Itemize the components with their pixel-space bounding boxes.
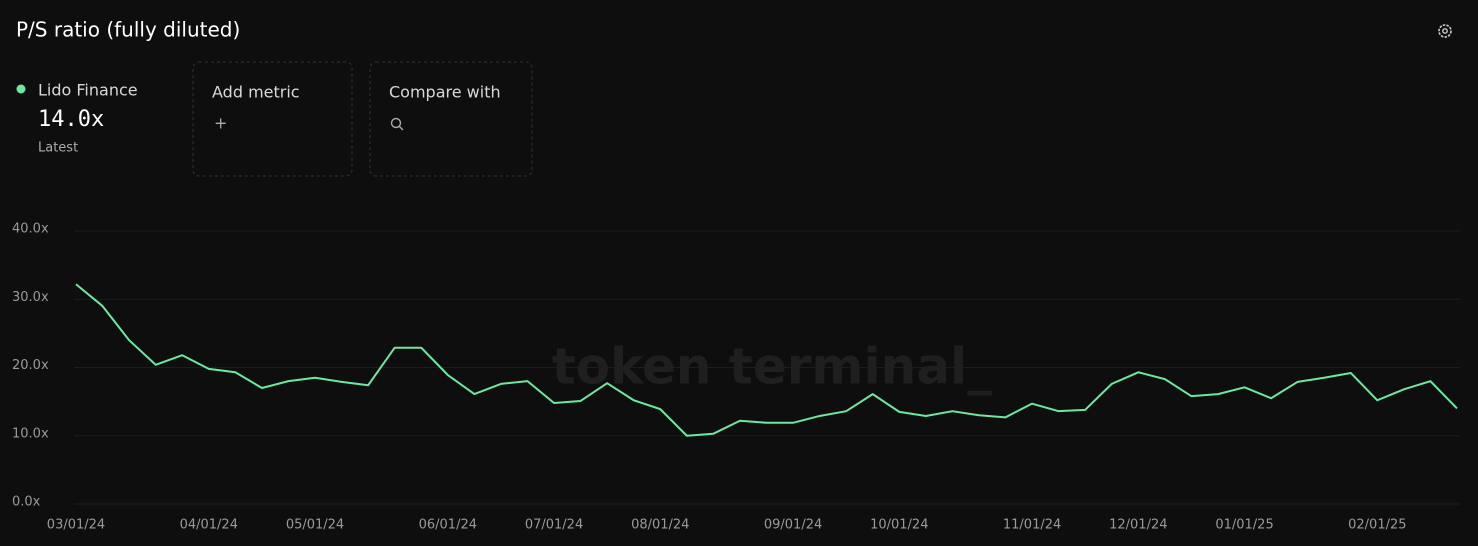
add-icon[interactable]: + xyxy=(214,114,227,133)
search-icon[interactable] xyxy=(390,117,404,131)
x-tick-label: 09/01/24 xyxy=(764,518,822,533)
y-tick-label: 30.0x xyxy=(12,290,49,305)
watermark: token terminal_ xyxy=(552,338,992,396)
add-metric-label[interactable]: Add metric xyxy=(212,83,300,102)
x-tick-label: 12/01/24 xyxy=(1109,518,1167,533)
add-metric-box[interactable] xyxy=(192,61,353,177)
x-tick-label: 04/01/24 xyxy=(180,518,238,533)
x-tick-label: 01/01/25 xyxy=(1215,518,1273,533)
chart-title: P/S ratio (fully diluted) xyxy=(16,18,240,42)
x-tick-label: 08/01/24 xyxy=(631,518,689,533)
latest-label: Latest xyxy=(38,141,78,156)
x-tick-label: 03/01/24 xyxy=(47,518,105,533)
legend-dot xyxy=(16,84,26,94)
x-tick-label: 06/01/24 xyxy=(419,518,477,533)
x-tick-label: 02/01/25 xyxy=(1348,518,1406,533)
x-tick-label: 05/01/24 xyxy=(286,518,344,533)
x-tick-label: 10/01/24 xyxy=(870,518,928,533)
y-tick-label: 20.0x xyxy=(12,358,49,373)
settings-icon[interactable] xyxy=(1438,24,1452,38)
y-tick-label: 40.0x xyxy=(12,222,49,237)
legend-label[interactable]: Lido Finance xyxy=(38,81,138,100)
y-tick-label: 0.0x xyxy=(12,495,41,510)
x-tick-label: 11/01/24 xyxy=(1003,518,1061,533)
x-tick-label: 07/01/24 xyxy=(525,518,583,533)
compare-label[interactable]: Compare with xyxy=(389,83,501,102)
compare-box[interactable] xyxy=(369,61,533,177)
latest-value: 14.0x xyxy=(38,107,104,132)
y-tick-label: 10.0x xyxy=(12,426,49,441)
line xyxy=(75,283,1458,437)
